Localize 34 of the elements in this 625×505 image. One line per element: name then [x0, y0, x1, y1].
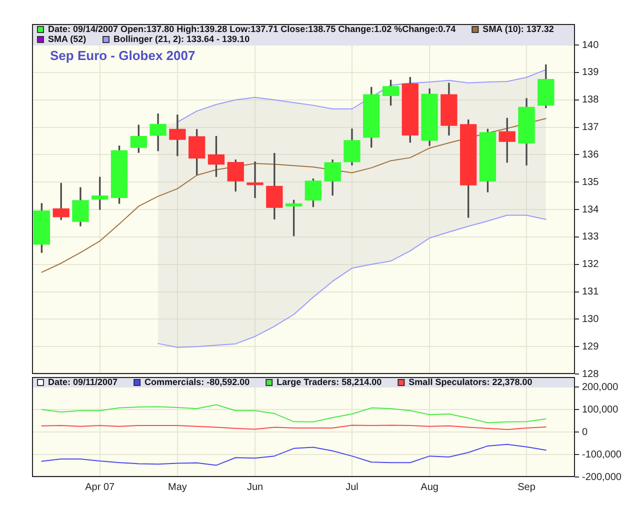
- candlestick: [246, 161, 264, 198]
- legend-label: Small Speculators: 22,378.00: [408, 376, 532, 387]
- y-tick-label: 136: [582, 149, 600, 160]
- y-tick-label: -100,000: [582, 449, 622, 460]
- chart-title: Sep Euro - Globex 2007: [50, 48, 196, 64]
- y-tick-label: 131: [582, 286, 600, 298]
- y-tick-label: 137: [582, 122, 600, 133]
- y-tick-label: 0: [582, 426, 588, 438]
- legend-label: Bollinger (21, 2): 133.64 - 139.10: [114, 34, 250, 44]
- legend-label: Commercials: -80,592.00: [144, 376, 250, 387]
- y-tick-label: -200,000: [582, 472, 622, 483]
- y-tick-label: 139: [582, 67, 600, 78]
- y-tick-label: 129: [582, 341, 600, 352]
- x-tick-label: Jul: [346, 482, 358, 493]
- y-tick-label: 132: [582, 259, 600, 270]
- legend-label: Large Traders: 58,214.00: [276, 376, 382, 387]
- y-tick-label: 100,000: [582, 404, 619, 416]
- y-tick-label: 134: [582, 204, 600, 216]
- legend-title: Date: 09/11/2007: [48, 376, 118, 387]
- legend-title: Date: 09/14/2007 Open:137.80 High:139.28 Low:137.71 Close:138.75 Change:1.02 %Change:0.74: [48, 24, 456, 34]
- x-tick-label: Jun: [246, 482, 264, 493]
- y-tick-label: 133: [582, 232, 600, 243]
- y-tick-label: 200,000: [582, 382, 619, 393]
- x-tick-label: Aug: [420, 482, 438, 493]
- y-tick-label: 130: [582, 314, 600, 325]
- x-tick-label: Apr 07: [85, 482, 116, 493]
- y-tick-label: 140: [582, 40, 600, 51]
- y-tick-label: 138: [582, 94, 600, 106]
- y-tick-label: 135: [582, 176, 600, 188]
- x-tick-label: Sep: [518, 482, 536, 493]
- legend-label: SMA (10): 137.32: [482, 24, 554, 34]
- x-tick-label: May: [168, 482, 187, 493]
- legend-label: SMA (52): [48, 34, 86, 44]
- y-tick-label: 128: [582, 368, 600, 380]
